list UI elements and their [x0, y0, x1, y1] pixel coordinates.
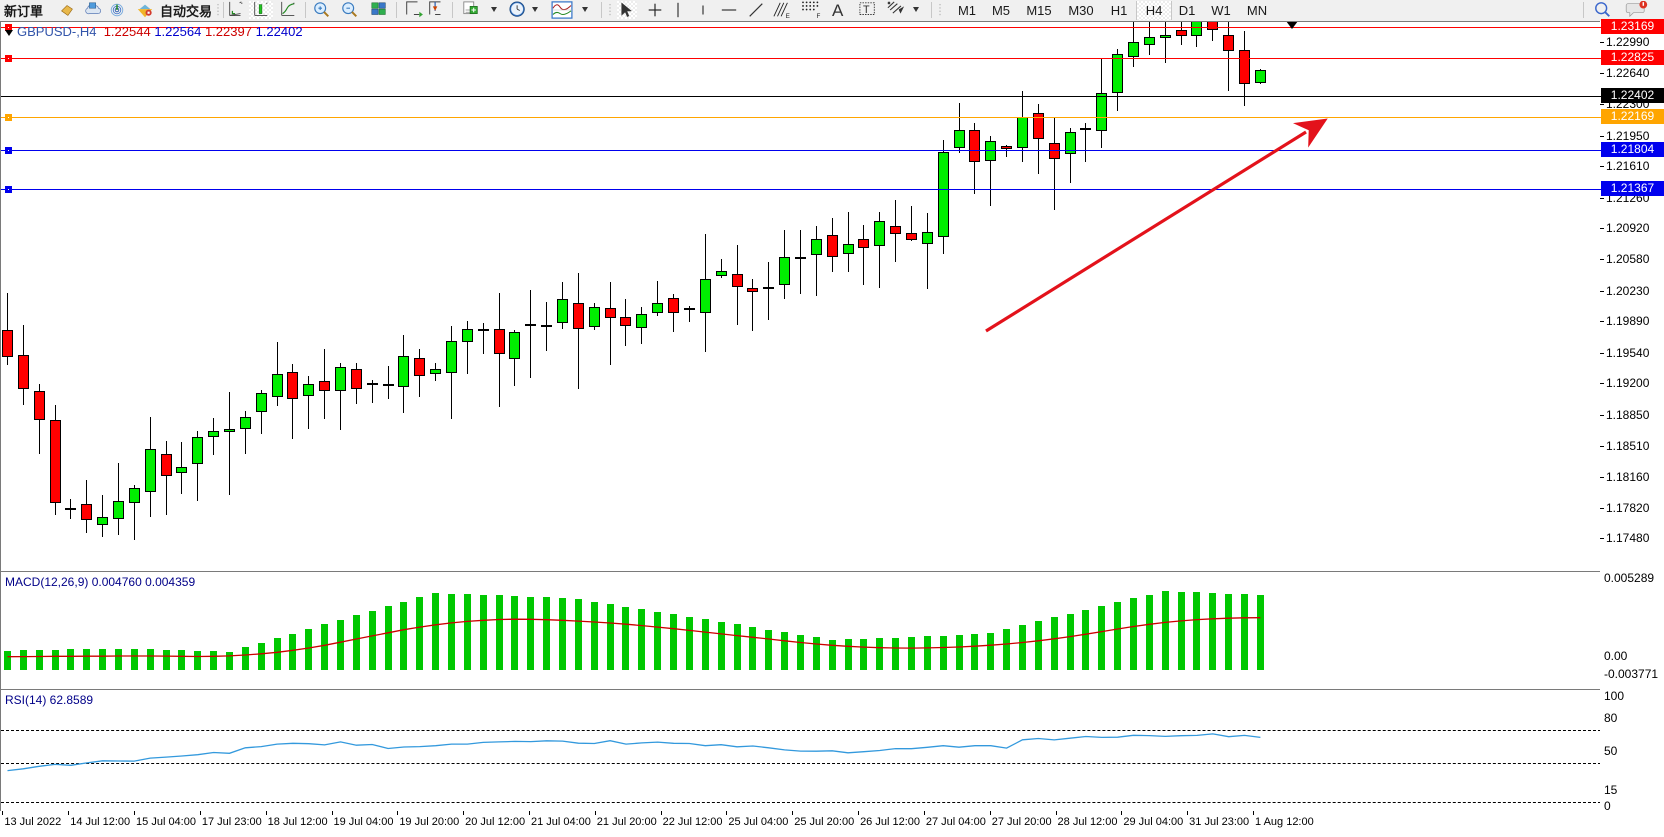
svg-text:E: E	[786, 13, 790, 19]
svg-text:F: F	[817, 13, 821, 19]
svg-text:T: T	[863, 4, 870, 16]
